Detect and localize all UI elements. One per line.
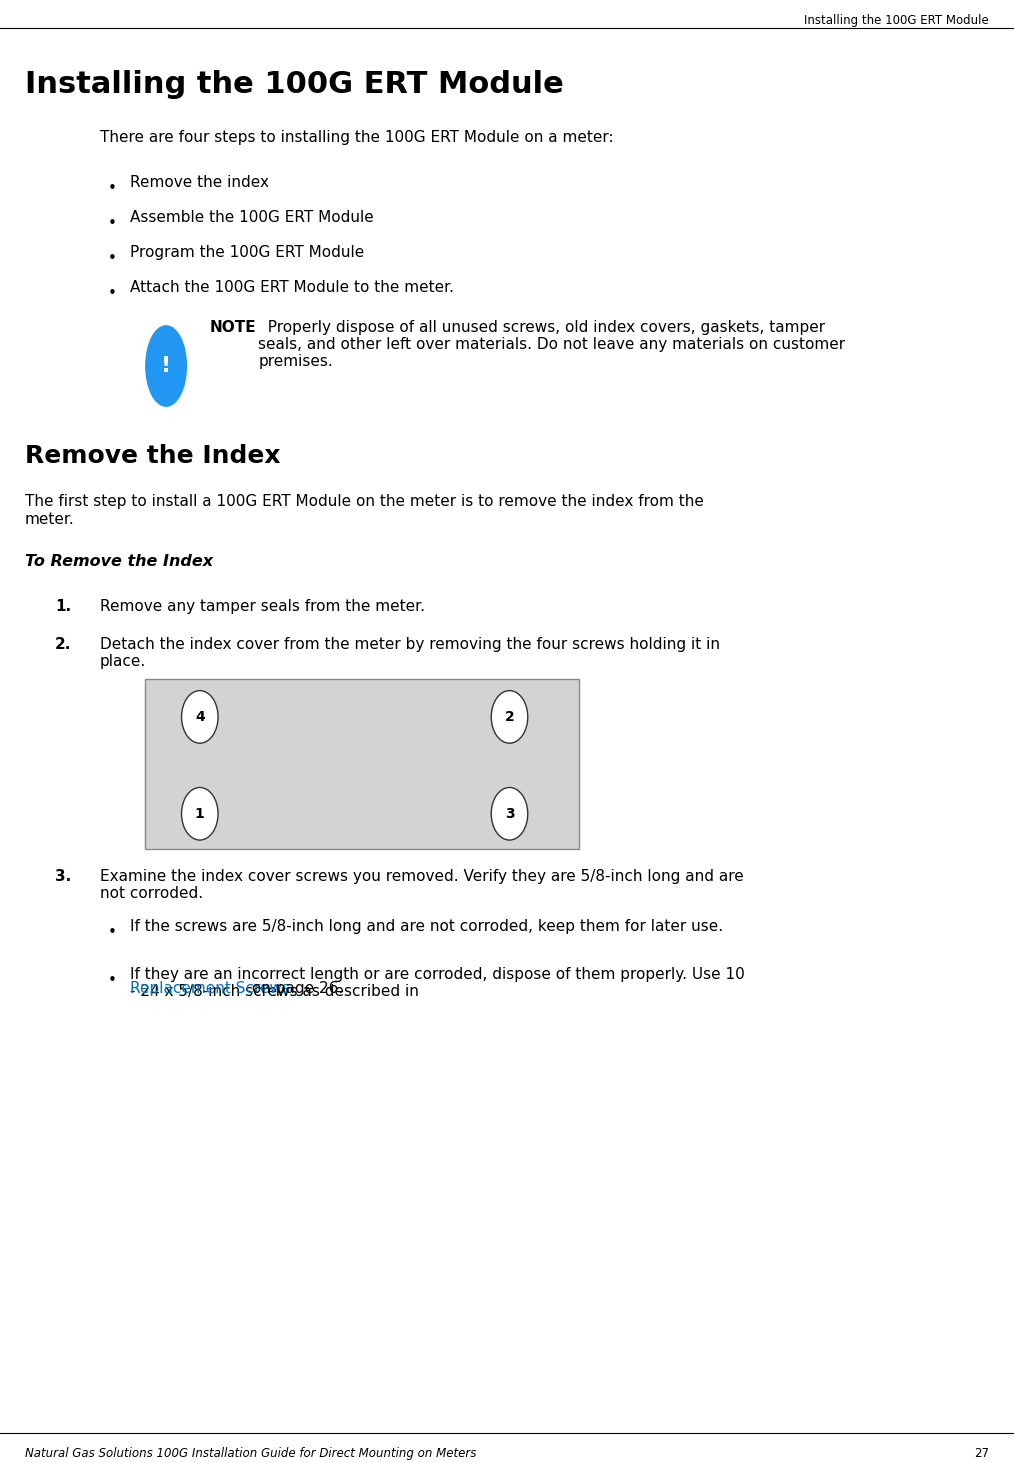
Text: Installing the 100G ERT Module: Installing the 100G ERT Module bbox=[25, 70, 563, 99]
Text: Examine the index cover screws you removed. Verify they are 5/8-inch long and ar: Examine the index cover screws you remov… bbox=[99, 869, 744, 901]
Text: •: • bbox=[108, 973, 117, 988]
Text: NOTE: NOTE bbox=[210, 319, 257, 335]
Text: Natural Gas Solutions 100G Installation Guide for Direct Mounting on Meters: Natural Gas Solutions 100G Installation … bbox=[25, 1447, 476, 1460]
Text: 2: 2 bbox=[504, 710, 515, 724]
Text: •: • bbox=[108, 215, 117, 231]
Text: Program the 100G ERT Module: Program the 100G ERT Module bbox=[130, 244, 364, 259]
Circle shape bbox=[491, 691, 528, 743]
Text: Detach the index cover from the meter by removing the four screws holding it in
: Detach the index cover from the meter by… bbox=[99, 636, 720, 670]
Text: The first step to install a 100G ERT Module on the meter is to remove the index : The first step to install a 100G ERT Mod… bbox=[25, 494, 703, 527]
Text: !: ! bbox=[161, 356, 172, 376]
Text: Assemble the 100G ERT Module: Assemble the 100G ERT Module bbox=[130, 209, 374, 225]
Text: 1: 1 bbox=[195, 806, 205, 821]
Text: 2.: 2. bbox=[55, 636, 71, 652]
Circle shape bbox=[491, 787, 528, 840]
Circle shape bbox=[182, 691, 218, 743]
Text: 4: 4 bbox=[195, 710, 205, 724]
Text: Remove the Index: Remove the Index bbox=[25, 445, 280, 468]
Text: Attach the 100G ERT Module to the meter.: Attach the 100G ERT Module to the meter. bbox=[130, 279, 454, 294]
Text: If the screws are 5/8-inch long and are not corroded, keep them for later use.: If the screws are 5/8-inch long and are … bbox=[130, 919, 723, 933]
Text: Properly dispose of all unused screws, old index covers, gaskets, tamper
seals, : Properly dispose of all unused screws, o… bbox=[259, 319, 845, 369]
Text: 3.: 3. bbox=[55, 869, 71, 884]
Text: •: • bbox=[108, 285, 117, 300]
Text: 3: 3 bbox=[504, 806, 515, 821]
Text: on page 26.: on page 26. bbox=[247, 980, 343, 995]
Text: Remove any tamper seals from the meter.: Remove any tamper seals from the meter. bbox=[99, 598, 425, 614]
Circle shape bbox=[182, 787, 218, 840]
Text: •: • bbox=[108, 250, 117, 266]
Text: Replacement Screws: Replacement Screws bbox=[130, 980, 290, 995]
Text: To Remove the Index: To Remove the Index bbox=[25, 554, 213, 569]
Text: 27: 27 bbox=[974, 1447, 989, 1460]
FancyBboxPatch shape bbox=[145, 679, 580, 849]
Text: Remove the index: Remove the index bbox=[130, 174, 269, 190]
Text: •: • bbox=[108, 181, 117, 196]
Text: If they are an incorrect length or are corroded, dispose of them properly. Use 1: If they are an incorrect length or are c… bbox=[130, 967, 745, 999]
Text: There are four steps to installing the 100G ERT Module on a meter:: There are four steps to installing the 1… bbox=[99, 130, 613, 145]
Text: •: • bbox=[108, 925, 117, 939]
Text: Installing the 100G ERT Module: Installing the 100G ERT Module bbox=[804, 15, 989, 26]
Text: 1.: 1. bbox=[55, 598, 71, 614]
Ellipse shape bbox=[146, 326, 187, 407]
